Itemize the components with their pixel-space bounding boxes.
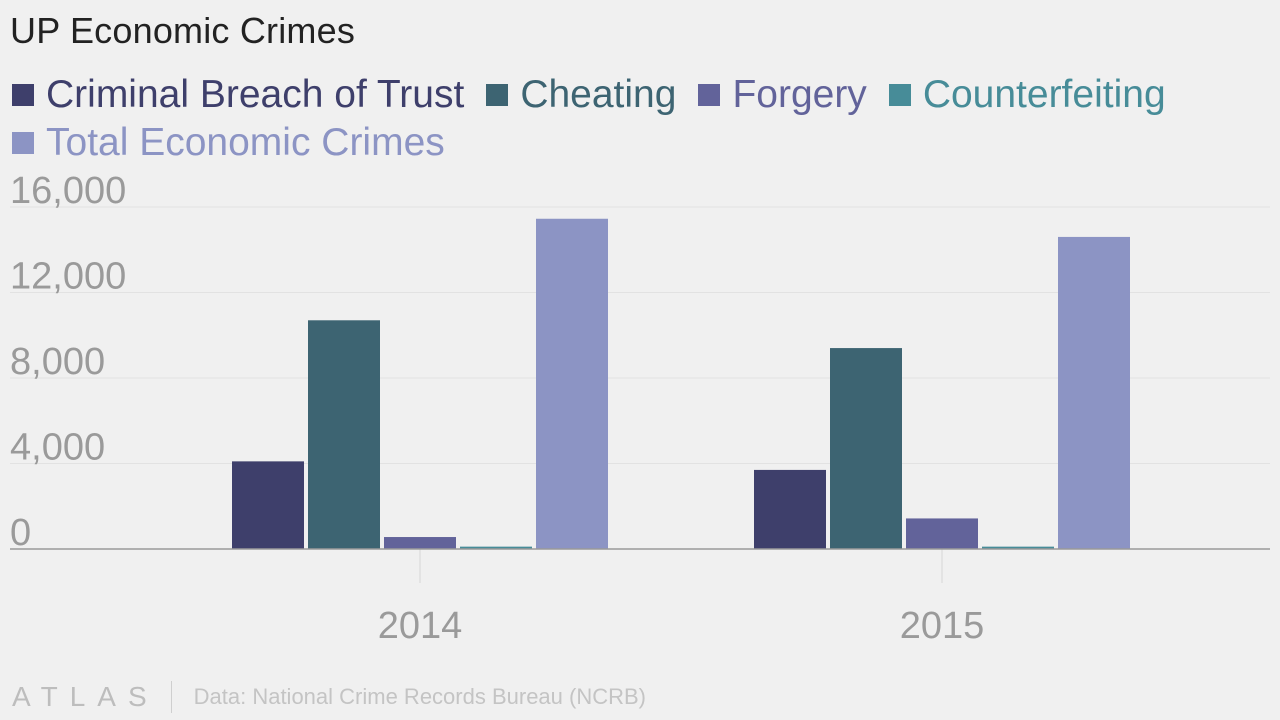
bar: [906, 518, 978, 549]
legend-item: Total Economic Crimes: [12, 122, 445, 164]
bar: [460, 546, 532, 549]
x-tick-label: 2015: [900, 605, 985, 647]
footer-divider: [170, 681, 172, 713]
legend-item: Cheating: [486, 74, 676, 116]
legend-label: Forgery: [732, 73, 867, 116]
legend-item: Forgery: [698, 73, 867, 116]
y-tick-label: 4,000: [10, 427, 105, 469]
chart-title: UP Economic Crimes: [10, 10, 356, 51]
legend-swatch: [486, 84, 509, 106]
legend-item: Counterfeiting: [888, 73, 1166, 116]
legend-label: Cheating: [520, 73, 677, 116]
bar: [536, 218, 608, 549]
bar: [308, 320, 380, 549]
legend-swatch: [888, 84, 911, 106]
bar: [754, 469, 826, 549]
bar: [1058, 236, 1130, 550]
chart-legend: Criminal Breach of Trust Cheating Forgery C…: [12, 74, 1252, 164]
legend-swatch: [12, 132, 34, 154]
data-source: Data: National Crime Records Bureau (NCR…: [193, 684, 646, 709]
legend-swatch: [698, 84, 721, 106]
atlas-logo: ATLAS: [12, 681, 159, 713]
bar: [384, 537, 456, 549]
y-tick-label: 0: [10, 512, 31, 554]
bar: [232, 461, 304, 549]
bar: [982, 546, 1054, 549]
legend-item: Criminal Breach of Trust: [12, 74, 464, 116]
legend-label: Counterfeiting: [922, 73, 1166, 116]
y-tick-label: 8,000: [10, 341, 105, 383]
y-tick-label: 12,000: [10, 256, 126, 298]
bar: [830, 348, 902, 549]
y-tick-label: 16,000: [10, 170, 126, 212]
x-tick-label: 2014: [378, 605, 463, 647]
brand-text: ATLAS: [12, 681, 159, 712]
legend-label: Total Economic Crimes: [46, 121, 445, 164]
legend-label: Criminal Breach of Trust: [46, 73, 465, 116]
footer: ATLAS Data: National Crime Records Burea…: [12, 680, 646, 714]
legend-swatch: [12, 84, 34, 106]
